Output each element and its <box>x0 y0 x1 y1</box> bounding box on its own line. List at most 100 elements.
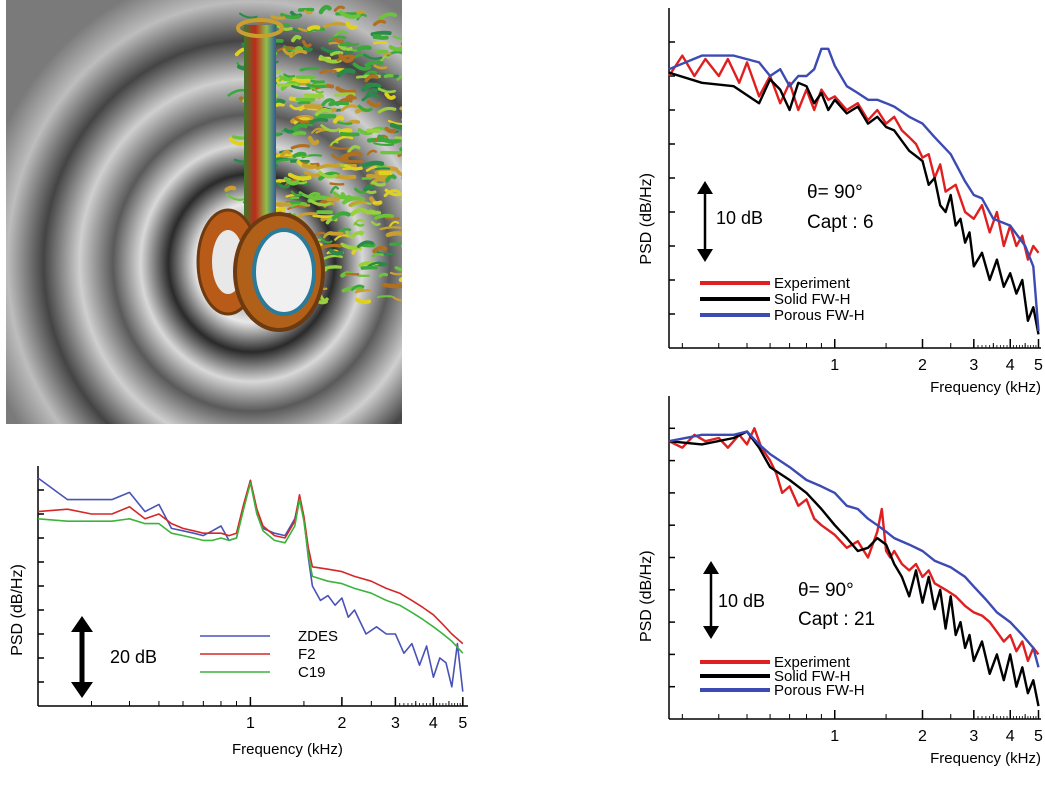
vortex-streak <box>226 188 234 190</box>
vortex-streak <box>309 27 318 29</box>
vortex-streak <box>359 290 370 291</box>
legend-label-zdes: ZDES <box>298 628 338 645</box>
vortex-streak <box>363 245 374 246</box>
legend-label-porous-fw-h: Porous FW-H <box>774 682 865 699</box>
vortex-streak <box>338 122 351 123</box>
scale-arrow-head-up <box>71 616 93 632</box>
vortex-streak <box>346 52 352 53</box>
legend-label-porous-fw-h: Porous FW-H <box>774 307 865 324</box>
vortex-streak <box>331 183 344 184</box>
scale-annotation: 10 dB <box>718 591 765 611</box>
wheel-right-hub <box>254 230 314 314</box>
vortex-streak <box>359 47 370 49</box>
series-line-f2 <box>38 480 463 643</box>
x-axis-label: Frequency (kHz) <box>930 379 1041 396</box>
vortex-streak <box>328 199 337 200</box>
x-tick-label: 3 <box>969 728 978 745</box>
vortex-streak <box>357 300 369 302</box>
vortex-streak <box>275 104 282 105</box>
x-tick-label: 4 <box>429 715 438 732</box>
scale-arrow-head-down <box>703 626 719 639</box>
vortex-streak <box>391 47 402 49</box>
angle-label: θ= 90° <box>807 182 863 203</box>
scale-arrow-head-up <box>703 561 719 574</box>
x-tick-label: 1 <box>830 357 839 374</box>
vortex-streak <box>308 85 326 87</box>
vortex-streak <box>330 103 347 104</box>
x-tick-label: 2 <box>918 357 927 374</box>
landing-gear-strut <box>244 25 276 235</box>
x-axis-label: Frequency (kHz) <box>232 741 343 758</box>
series-line-solid-fw-h <box>669 73 1039 335</box>
scale-arrow-head-down <box>71 682 93 698</box>
x-tick-label: 5 <box>1034 357 1043 374</box>
x-tick-label: 5 <box>458 715 467 732</box>
vortex-streak <box>348 97 355 98</box>
vortex-streak <box>301 68 317 70</box>
scale-annotation: 20 dB <box>110 647 157 667</box>
vortex-streak <box>325 267 340 269</box>
vortex-streak <box>378 296 391 297</box>
vortex-streak <box>299 102 309 103</box>
vortex-streak <box>331 251 341 254</box>
x-axis-label: Frequency (kHz) <box>930 750 1041 767</box>
series-line-solid-fw-h <box>669 432 1039 707</box>
scale-arrow-head-up <box>697 181 713 194</box>
vortex-streak <box>392 125 402 127</box>
vortex-streak <box>314 216 333 217</box>
legend-label-solid-fw-h: Solid FW-H <box>774 291 850 308</box>
sensor-label: Capt : 21 <box>798 609 875 630</box>
vortex-streak <box>292 80 308 81</box>
x-tick-label: 3 <box>391 715 400 732</box>
simulation-visualization <box>6 0 402 424</box>
vortex-streak <box>294 154 304 156</box>
vortex-streak <box>364 163 382 166</box>
vortex-streak <box>341 130 350 131</box>
vortex-streak <box>372 33 389 35</box>
x-tick-label: 5 <box>1034 728 1043 745</box>
vortex-streak <box>380 274 386 276</box>
angle-label: θ= 90° <box>798 580 854 601</box>
x-tick-label: 4 <box>1006 357 1015 374</box>
scale-arrow-head-down <box>697 249 713 262</box>
y-axis-label: PSD (dB/Hz) <box>9 564 26 656</box>
vortex-streak <box>384 285 402 286</box>
y-axis-label: PSD (dB/Hz) <box>638 173 655 265</box>
x-tick-label: 2 <box>918 728 927 745</box>
vortex-streak <box>312 81 324 82</box>
x-tick-label: 3 <box>969 357 978 374</box>
series-line-porous-fw-h <box>669 432 1039 668</box>
vortex-streak <box>272 17 284 19</box>
vortex-streak <box>401 108 402 109</box>
legend-label-c19: C19 <box>298 664 326 681</box>
x-tick-label: 1 <box>830 728 839 745</box>
series-line-zdes <box>38 478 463 692</box>
vortex-streak <box>376 168 389 169</box>
vortex-streak <box>386 129 394 131</box>
vortex-streak <box>366 187 373 190</box>
simulation-visualization-svg <box>6 0 402 424</box>
series-line-c19 <box>38 483 463 653</box>
vortex-streak <box>401 278 402 280</box>
scale-annotation: 10 dB <box>716 208 763 228</box>
vortex-streak <box>294 133 304 134</box>
sensor-label: Capt : 6 <box>807 212 874 233</box>
vortex-streak <box>388 233 402 235</box>
vortex-streak <box>306 96 322 97</box>
vortex-streak <box>330 43 339 44</box>
vortex-streak <box>374 43 387 44</box>
vortex-streak <box>304 165 315 166</box>
x-tick-label: 2 <box>337 715 346 732</box>
vortex-streak <box>285 130 292 132</box>
vortex-streak <box>336 176 354 177</box>
vortex-streak <box>391 273 401 274</box>
x-tick-label: 1 <box>246 715 255 732</box>
vortex-streak <box>375 37 387 38</box>
vortex-streak <box>357 77 365 78</box>
vortex-streak <box>300 214 316 216</box>
